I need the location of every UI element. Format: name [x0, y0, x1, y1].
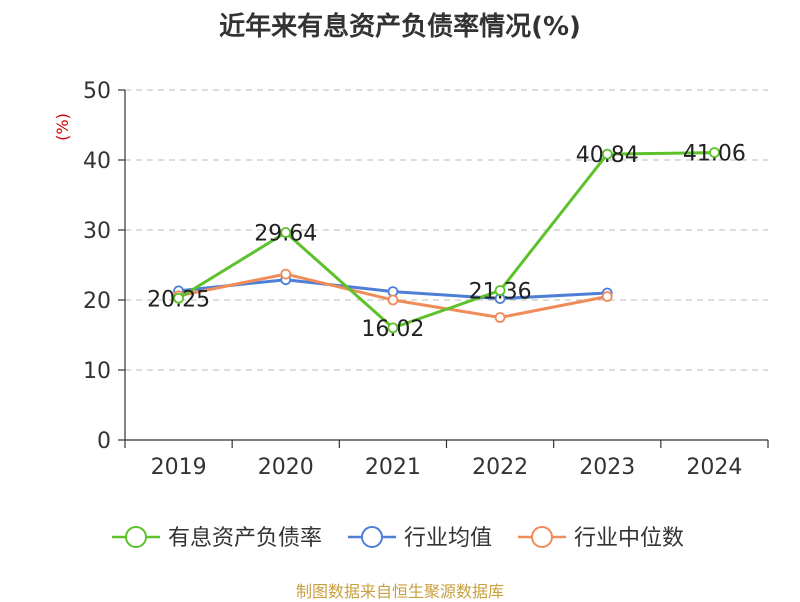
- y-tick-label: 0: [97, 429, 111, 454]
- legend-marker: [531, 526, 554, 548]
- y-tick-label: 50: [83, 79, 111, 104]
- legend-item: 行业中位数: [518, 526, 684, 551]
- data-point: [601, 291, 613, 302]
- legend-label: 行业均值: [404, 526, 492, 551]
- legend: 有息资产负债率 行业均值 行业中位数: [111, 526, 684, 551]
- data-point: [173, 292, 184, 304]
- axes: 0 10 20 30 40 50 2019 2020 2021 2022 2023 2024 (%): [53, 79, 769, 480]
- data-point: [280, 268, 292, 280]
- y-tick-label: 30: [83, 219, 111, 244]
- grid-lines: [125, 89, 768, 371]
- legend-label: 行业中位数: [574, 526, 684, 551]
- y-axis-label: (%): [53, 113, 72, 141]
- data-label: 20.25: [147, 287, 210, 312]
- x-tick-label: 2023: [579, 455, 635, 480]
- legend-marker: [124, 526, 147, 548]
- data-point: [280, 227, 292, 238]
- series-line: [177, 151, 715, 330]
- source-note: 制图数据来自恒生聚源数据库: [295, 582, 504, 601]
- legend-item: 行业均值: [347, 526, 492, 551]
- data-label: 16.02: [361, 317, 424, 342]
- data-labels: 20.25 29.64 16.02 21.36 40.84 41.06: [147, 142, 746, 342]
- x-tick-label: 2022: [472, 455, 528, 480]
- legend-label: 有息资产负债率: [168, 526, 322, 551]
- data-point: [494, 285, 506, 296]
- x-tick-label: 2019: [151, 455, 207, 480]
- data-point: [709, 147, 720, 158]
- data-point: [494, 312, 506, 323]
- data-point: [387, 322, 399, 334]
- y-tick-label: 20: [83, 289, 111, 314]
- y-tick-label: 10: [83, 359, 111, 384]
- x-tick-label: 2020: [258, 455, 314, 480]
- data-label: 29.64: [254, 222, 317, 247]
- data-label: 41.06: [683, 142, 746, 167]
- legend-marker: [360, 526, 383, 548]
- legend-item: 有息资产负债率: [111, 526, 322, 551]
- chart-title: 近年来有息资产负债率情况(%): [219, 12, 581, 42]
- x-tick-label: 2021: [365, 455, 421, 480]
- series-lines: [173, 147, 720, 334]
- y-tick-label: 40: [83, 149, 111, 174]
- data-point: [601, 148, 613, 160]
- data-point: [387, 294, 399, 306]
- data-label: 21.36: [469, 279, 532, 304]
- x-tick-label: 2024: [686, 455, 742, 480]
- data-label: 40.84: [576, 143, 639, 168]
